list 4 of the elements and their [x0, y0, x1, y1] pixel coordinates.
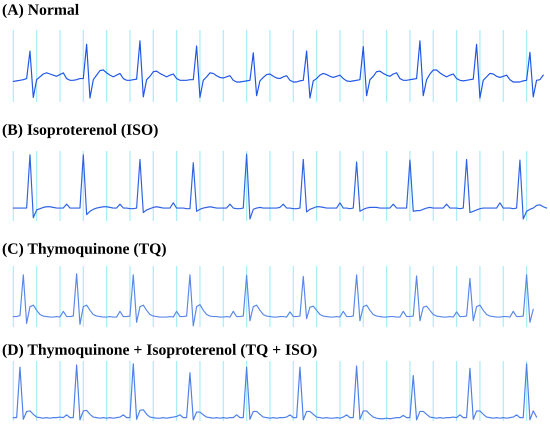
chart-title: (D) Thymoquinone + Isoproterenol (TQ + ISO) [2, 344, 317, 358]
chart-title: (A) Normal [2, 4, 79, 18]
chart-title: (C) Thymoquinone (TQ) [2, 242, 166, 258]
chart-title: (B) Isoproterenol (ISO) [2, 124, 158, 138]
